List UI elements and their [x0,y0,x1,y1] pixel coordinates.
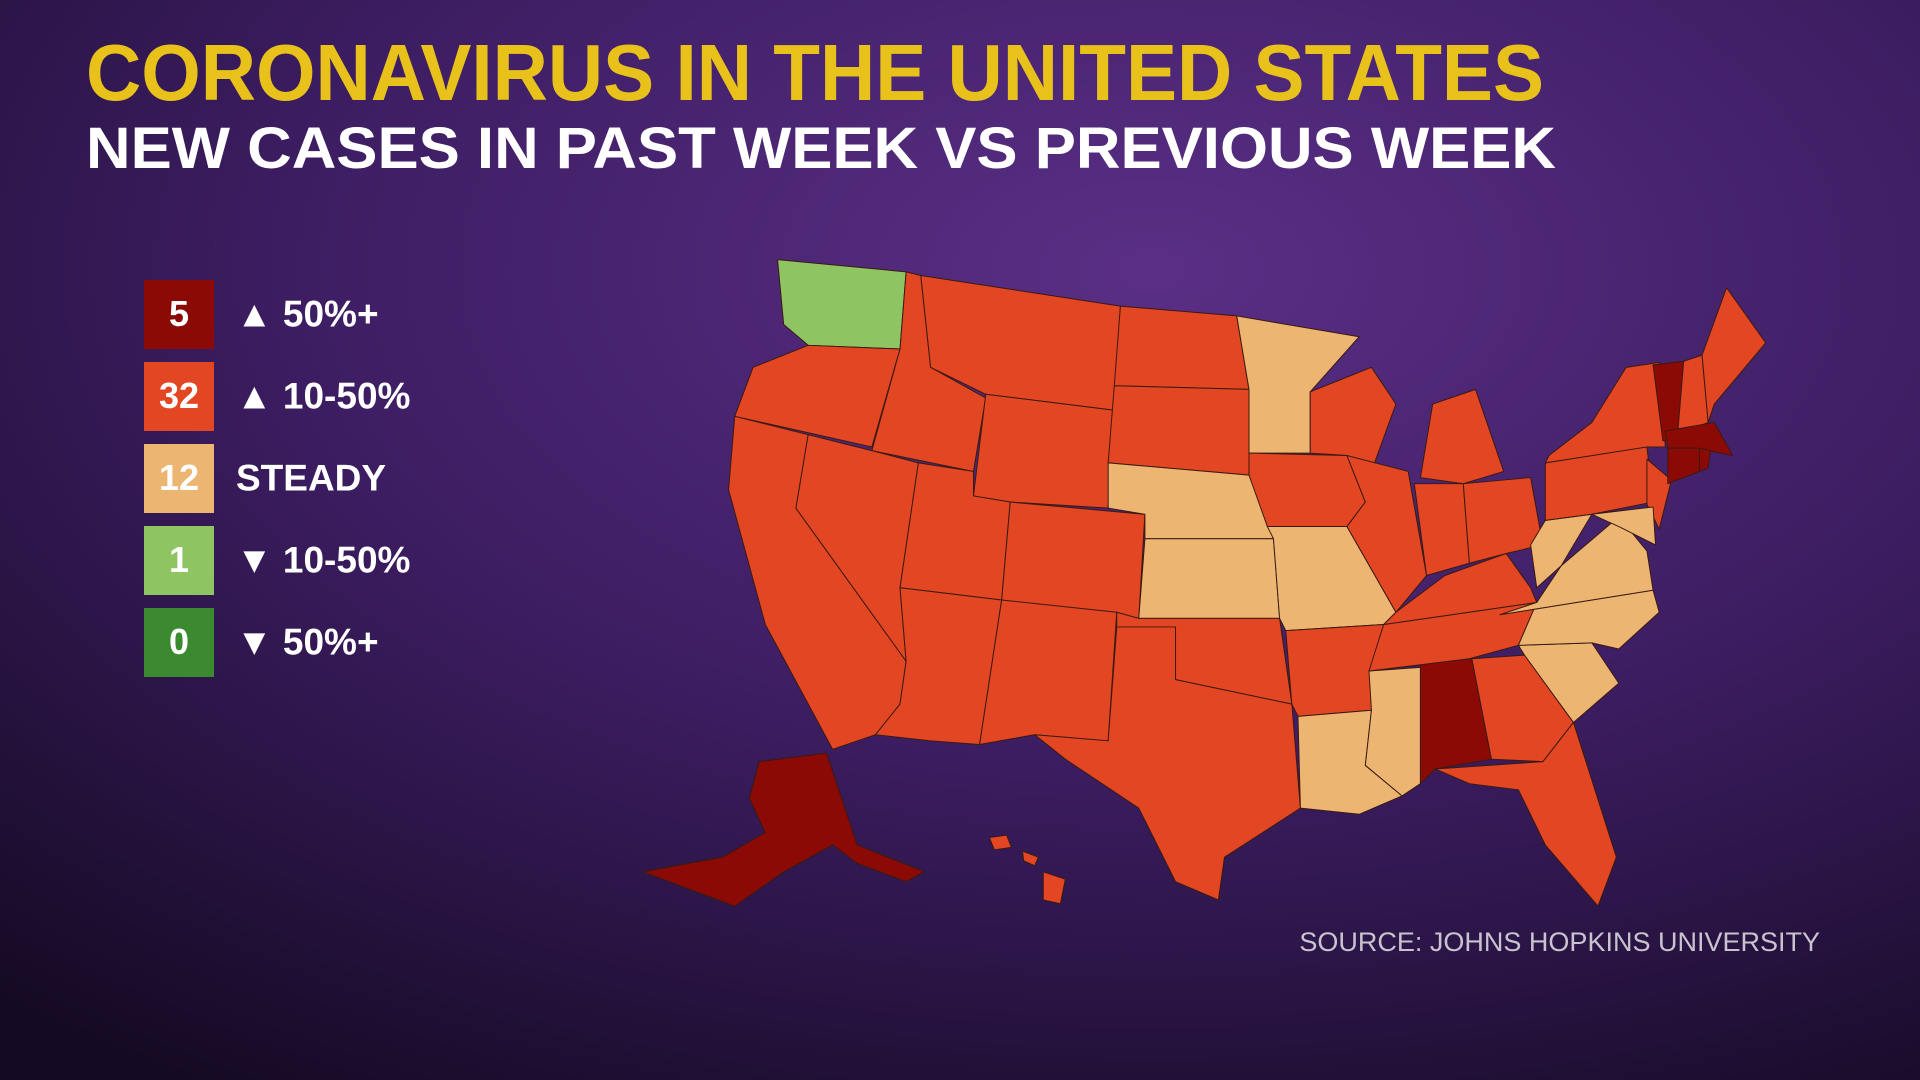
legend-count: 5 [169,293,189,334]
legend-label: ▲ 10-50% [236,375,410,416]
state [1021,850,1039,867]
state [777,259,907,350]
state [972,393,1115,509]
legend-label: ▼ 10-50% [236,539,410,580]
legend-swatch [144,362,214,431]
state [1138,538,1281,619]
legend-label: STEADY [236,457,386,498]
legend-count: 0 [169,621,189,662]
state [642,752,925,907]
state [1591,506,1657,546]
state [988,834,1012,851]
state [1699,447,1712,472]
state [1001,501,1146,619]
state [1042,871,1066,905]
state [1248,452,1366,528]
us-map [642,259,1767,907]
state [1434,721,1617,907]
legend-swatch [144,280,214,349]
state [1701,287,1767,423]
state [734,344,901,448]
legend-swatch [144,444,214,513]
legend-swatch [144,526,214,595]
legend-count: 32 [159,375,199,416]
state [1113,305,1250,390]
state [1034,626,1301,901]
legend: 5 ▲ 50%+ 32 ▲ 10-50% 12 STEADY 1 ▼ 10-50% 0 ▼ 50%… [144,280,410,677]
state [979,599,1118,745]
legend-label: ▼ 50%+ [236,621,379,662]
subtitle: NEW CASES IN PAST WEEK VS PREVIOUS WEEK [86,116,1556,181]
state [1383,552,1538,625]
state [1664,421,1734,457]
legend-count: 1 [169,539,189,580]
title: CORONAVIRUS IN THE UNITED STATES [86,28,1544,117]
state [1530,513,1593,589]
legend-count: 12 [159,457,199,498]
state [1462,477,1544,564]
state [1419,388,1505,485]
source: SOURCE: JOHNS HOPKINS UNIVERSITY [1299,927,1820,957]
state [1107,385,1250,476]
legend-label: ▲ 50%+ [236,293,379,334]
legend-swatch [144,608,214,677]
